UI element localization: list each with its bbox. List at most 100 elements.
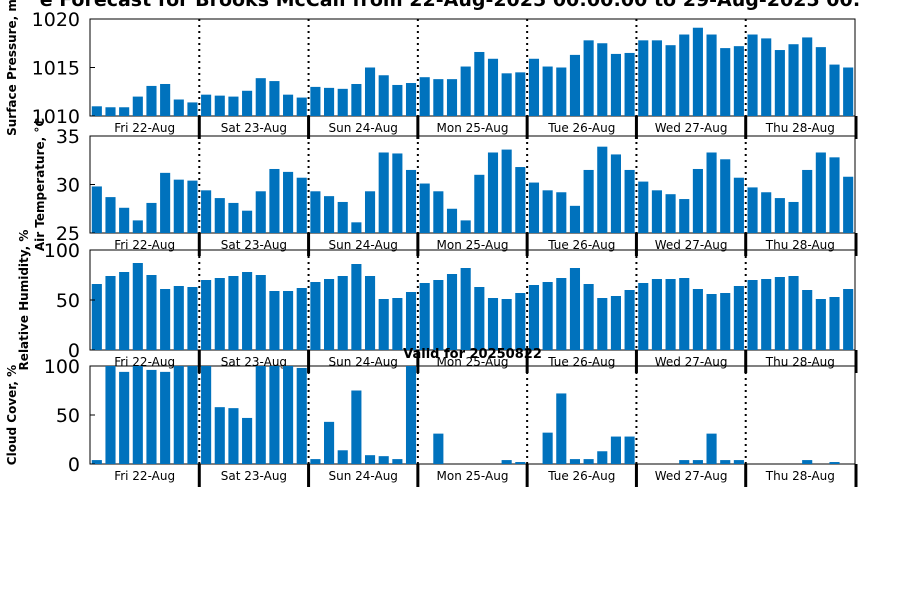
bar — [133, 366, 143, 464]
bar — [133, 97, 143, 116]
bar — [461, 220, 471, 233]
bar — [720, 48, 730, 116]
bar — [666, 45, 676, 116]
bar — [625, 170, 635, 233]
bar — [529, 183, 539, 233]
y-tick-label: 100 — [44, 356, 80, 378]
x-tick-label: Mon 25-Aug — [437, 121, 509, 135]
x-tick-label: Sun 24-Aug — [329, 121, 398, 135]
bar — [146, 203, 156, 233]
bar — [365, 191, 375, 233]
bar — [92, 106, 102, 116]
bar — [802, 290, 812, 350]
bar — [488, 152, 498, 233]
bar — [693, 460, 703, 464]
panel-1: Fri 22-Aug Sat 23-Aug Sun 24-Aug Mon 25-Aug… — [5, 0, 856, 139]
bar — [829, 65, 839, 116]
y-tick-label: 35 — [56, 126, 80, 148]
bar — [283, 95, 293, 116]
bar — [201, 190, 211, 233]
bar — [775, 198, 785, 233]
bar — [201, 366, 211, 464]
bar — [816, 299, 826, 350]
bar — [187, 102, 197, 116]
bar — [433, 434, 443, 464]
bar — [611, 296, 621, 350]
bar — [693, 169, 703, 233]
x-tick-label: Mon 25-Aug — [437, 469, 509, 483]
bar — [707, 35, 717, 116]
bar — [679, 460, 689, 464]
bar — [529, 59, 539, 116]
bar — [310, 459, 320, 464]
bar — [679, 199, 689, 233]
x-tick-label: Sat 23-Aug — [221, 469, 287, 483]
y-tick-label: 1015 — [32, 58, 80, 80]
bar — [324, 422, 334, 464]
forecast-figure: e Forecast for Brooks McCall from 22-Aug… — [0, 0, 900, 600]
bar — [611, 54, 621, 116]
bar — [92, 284, 102, 350]
y-tick-label: 50 — [56, 405, 80, 427]
bar — [119, 107, 129, 116]
bar — [174, 366, 184, 464]
y-tick-label: 0 — [68, 454, 80, 476]
panel-subtitle: Valid for 20250822 — [403, 347, 542, 362]
bar — [584, 170, 594, 233]
bar — [625, 53, 635, 116]
bar — [228, 97, 238, 116]
x-tick-label: Sun 24-Aug — [329, 469, 398, 483]
bar — [679, 278, 689, 350]
bar — [502, 150, 512, 233]
chart-panels: Fri 22-Aug Sat 23-Aug Sun 24-Aug Mon 25-Aug… — [5, 0, 856, 487]
bar — [324, 279, 334, 350]
bar — [297, 98, 307, 116]
bar — [570, 268, 580, 350]
bar — [338, 89, 348, 116]
bar — [747, 280, 757, 350]
y-tick-label: 1020 — [32, 9, 80, 31]
y-tick-label: 100 — [44, 240, 80, 262]
y-axis-label: Cloud Cover, % — [5, 365, 19, 465]
bar — [597, 43, 607, 116]
bar — [611, 437, 621, 464]
bar — [256, 78, 266, 116]
bar — [365, 68, 375, 117]
bar — [351, 391, 361, 465]
bar — [105, 366, 115, 464]
bar — [638, 40, 648, 116]
bar — [461, 268, 471, 350]
bar — [201, 95, 211, 116]
bar — [843, 289, 853, 350]
bar — [215, 407, 225, 464]
bar — [447, 274, 457, 350]
bar — [256, 275, 266, 350]
bar — [515, 293, 525, 350]
bar — [324, 88, 334, 116]
bar — [502, 460, 512, 464]
bar — [802, 460, 812, 464]
bar — [133, 220, 143, 233]
y-tick-label: 30 — [56, 175, 80, 197]
bar — [652, 40, 662, 116]
bar — [433, 191, 443, 233]
bar — [556, 192, 566, 233]
bar — [515, 72, 525, 116]
bar — [324, 196, 334, 233]
bar — [843, 68, 853, 117]
bar — [160, 84, 170, 116]
bar — [529, 285, 539, 350]
bar — [406, 292, 416, 350]
bar — [570, 206, 580, 233]
bar — [638, 182, 648, 233]
bar — [379, 299, 389, 350]
bar — [310, 87, 320, 116]
bar — [174, 100, 184, 116]
bar — [597, 147, 607, 233]
y-tick-label: 50 — [56, 290, 80, 312]
bar — [816, 47, 826, 116]
bar — [269, 291, 279, 350]
bar — [734, 286, 744, 350]
bar — [297, 288, 307, 350]
x-tick-label: Tue 26-Aug — [547, 469, 615, 483]
